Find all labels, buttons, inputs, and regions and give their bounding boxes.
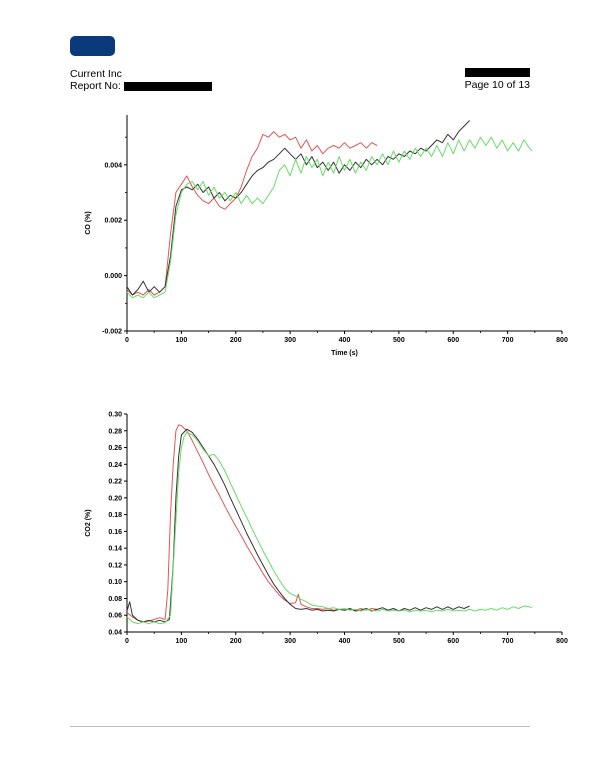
y-tick-label: 0.20 [108,495,122,502]
company-logo [70,36,115,56]
x-tick-label: 300 [284,337,296,344]
header-right: Page 10 of 13 [465,68,530,91]
series-line-green [126,431,533,625]
redaction-bar [465,68,530,77]
x-tick-label: 700 [502,337,514,344]
series-line-black [126,428,470,623]
report-label: Report No: [70,80,121,92]
y-tick-label: 0.18 [108,512,122,519]
footer-rule [70,726,530,727]
y-tick-label: 0.004 [104,162,122,169]
x-tick-label: 400 [339,638,351,645]
x-tick-label: 800 [556,638,568,645]
y-tick-label: 0.06 [108,613,122,620]
x-axis-title: Time (s) [331,350,358,357]
redaction-bar [123,81,212,91]
co-chart: 0 100 200 300 400 500 600 700 800 -0.002 0.000 0.00… [85,115,568,357]
x-tick-label: 600 [447,337,459,344]
series-line-red [126,424,378,623]
y-tick-label: -0.002 [102,329,122,336]
report-number: Report No: [70,80,212,92]
x-tick-label: 600 [447,638,459,645]
series-line-black [126,120,470,296]
y-tick-label: 0.30 [108,412,122,419]
x-tick-label: 200 [230,337,242,344]
y-axis-title: CO2 (%) [85,509,92,536]
x-tick-label: 100 [176,638,188,645]
x-tick-label: 0 [125,337,129,344]
y-tick-label: 0.000 [104,273,122,280]
x-tick-label: 300 [284,638,296,645]
series-line-red [126,131,378,296]
y-tick-label: 0.002 [104,218,122,225]
company-name: Current Inc [70,68,122,80]
x-tick-label: 100 [176,337,188,344]
y-tick-label: 0.24 [108,462,122,469]
x-tick-label: 500 [393,337,405,344]
x-tick-label: 200 [230,638,242,645]
y-tick-label: 0.08 [108,596,122,603]
y-tick-label: 0.26 [108,445,122,452]
x-tick-label: 700 [502,638,514,645]
y-tick-label: 0.16 [108,529,122,536]
y-axis-title: CO (%) [85,211,92,234]
header-left: Current Inc Report No: [70,68,212,92]
x-tick-label: 800 [556,337,568,344]
co2-chart: 0 100 200 300 400 500 600 700 800 0.04 0.06 0.08 0.1… [85,412,568,646]
y-tick-label: 0.10 [108,579,122,586]
y-tick-label: 0.28 [108,428,122,435]
y-tick-label: 0.12 [108,562,122,569]
x-tick-label: 400 [339,337,351,344]
series-line-green [126,136,533,299]
y-tick-label: 0.04 [108,630,122,637]
x-tick-label: 0 [125,638,129,645]
page-number: Page 10 of 13 [464,79,530,91]
y-tick-label: 0.22 [108,479,122,486]
y-tick-label: 0.14 [108,546,122,553]
x-tick-label: 500 [393,638,405,645]
